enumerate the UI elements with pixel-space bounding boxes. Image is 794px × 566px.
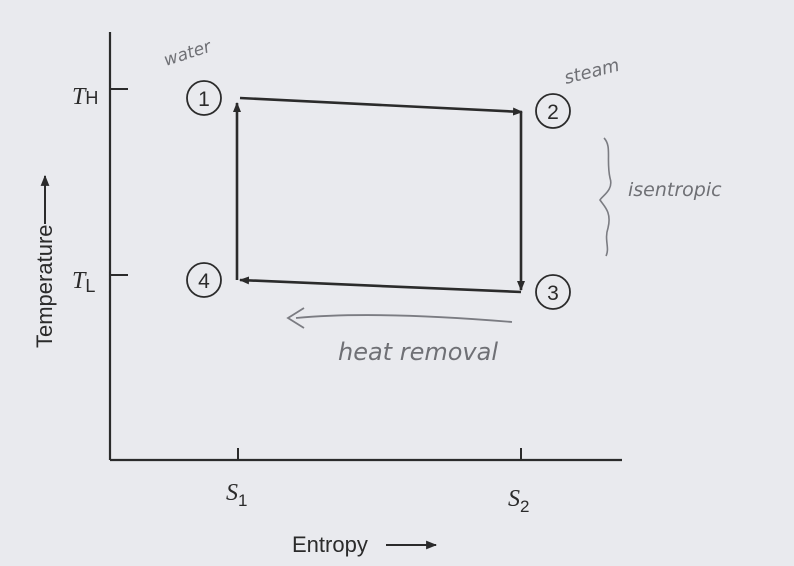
svg-text:1: 1 (198, 88, 210, 111)
y-tick-label-th: TH (72, 84, 98, 110)
y-axis-title: Temperature (32, 224, 57, 348)
annotation-water: water (161, 36, 214, 70)
state-1: 1 (186, 80, 222, 116)
annotation-isentropic: isentropic (628, 179, 722, 201)
heat-removal-arrowhead (286, 307, 305, 329)
isentropic-brace (599, 137, 612, 257)
x-tick-label-s1: S1 (226, 480, 247, 510)
cycle-edge-1-2 (239, 96, 523, 116)
y-axis-title-group: Temperature (32, 174, 57, 348)
state-2: 2 (535, 93, 571, 129)
annotation-steam: steam (562, 55, 621, 89)
x-axis-title: Entropy (292, 532, 368, 557)
svg-text:3: 3 (547, 282, 559, 305)
state-3: 3 (535, 274, 571, 310)
cycle-edge-3-4 (239, 276, 522, 294)
annotation-heat-removal: heat removal (338, 338, 498, 366)
y-tick-label-tl: TL (72, 268, 95, 296)
svg-text:4: 4 (198, 270, 210, 293)
x-tick-label-s2: S2 (508, 486, 529, 516)
svg-text:2: 2 (547, 101, 559, 124)
heat-removal-arrow (295, 314, 513, 323)
state-4: 4 (186, 262, 222, 298)
